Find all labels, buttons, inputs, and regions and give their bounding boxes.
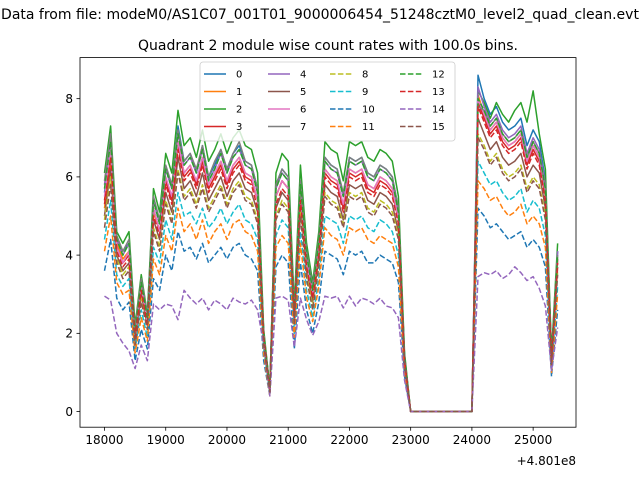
y-axis: 0 2 4 6 8 xyxy=(65,92,80,419)
series-line-7 xyxy=(103,105,559,413)
legend-label-7: 7 xyxy=(300,122,306,133)
legend-label-12: 12 xyxy=(432,70,445,81)
plot-series xyxy=(103,74,559,413)
legend-label-2: 2 xyxy=(236,105,242,116)
y-tick-label: 0 xyxy=(65,405,73,419)
x-tick-label: 25000 xyxy=(514,433,552,447)
legend-label-15: 15 xyxy=(432,122,445,133)
series-line-14 xyxy=(104,266,559,413)
x-tick-label: 22000 xyxy=(330,433,368,447)
legend-label-8: 8 xyxy=(362,70,368,81)
series-line-11 xyxy=(103,180,559,413)
x-tick-label: 24000 xyxy=(453,433,491,447)
y-tick-label: 8 xyxy=(65,92,73,106)
legend-label-6: 6 xyxy=(300,105,306,116)
legend-label-4: 4 xyxy=(300,70,306,81)
legend-label-14: 14 xyxy=(432,105,445,116)
x-tick-label: 19000 xyxy=(147,433,185,447)
series-line-9 xyxy=(103,160,559,413)
legend-label-13: 13 xyxy=(432,87,445,98)
x-tick-label: 23000 xyxy=(392,433,430,447)
series-line-3 xyxy=(103,101,559,413)
chart-title: Quadrant 2 module wise count rates with … xyxy=(138,38,518,54)
figure-suptitle: Data from file: modeM0/AS1C07_001T01_900… xyxy=(1,7,639,23)
y-tick-label: 2 xyxy=(65,327,73,341)
x-axis-offset-label: +4.801e8 xyxy=(517,454,576,468)
x-tick-label: 21000 xyxy=(269,433,307,447)
legend-label-10: 10 xyxy=(362,105,375,116)
x-axis: 18000 19000 20000 21000 22000 23000 24000 25000 xyxy=(85,427,552,447)
x-tick-label: 18000 xyxy=(85,433,123,447)
legend-label-5: 5 xyxy=(300,87,306,98)
legend-label-0: 0 xyxy=(236,70,242,81)
plot-frame xyxy=(79,57,577,428)
series-line-8 xyxy=(103,133,559,413)
series-line-5 xyxy=(103,117,559,413)
legend-label-1: 1 xyxy=(236,87,242,98)
series-line-12 xyxy=(103,97,559,413)
series-line-10 xyxy=(103,207,559,413)
legend-label-3: 3 xyxy=(236,122,242,133)
legend-label-9: 9 xyxy=(362,87,368,98)
legend-box xyxy=(199,61,456,142)
x-tick-label: 20000 xyxy=(208,433,246,447)
y-tick-label: 4 xyxy=(65,248,73,262)
y-tick-label: 6 xyxy=(65,170,73,184)
series-line-15 xyxy=(103,137,559,413)
series-line-13 xyxy=(103,105,559,413)
legend-label-11: 11 xyxy=(362,122,375,133)
